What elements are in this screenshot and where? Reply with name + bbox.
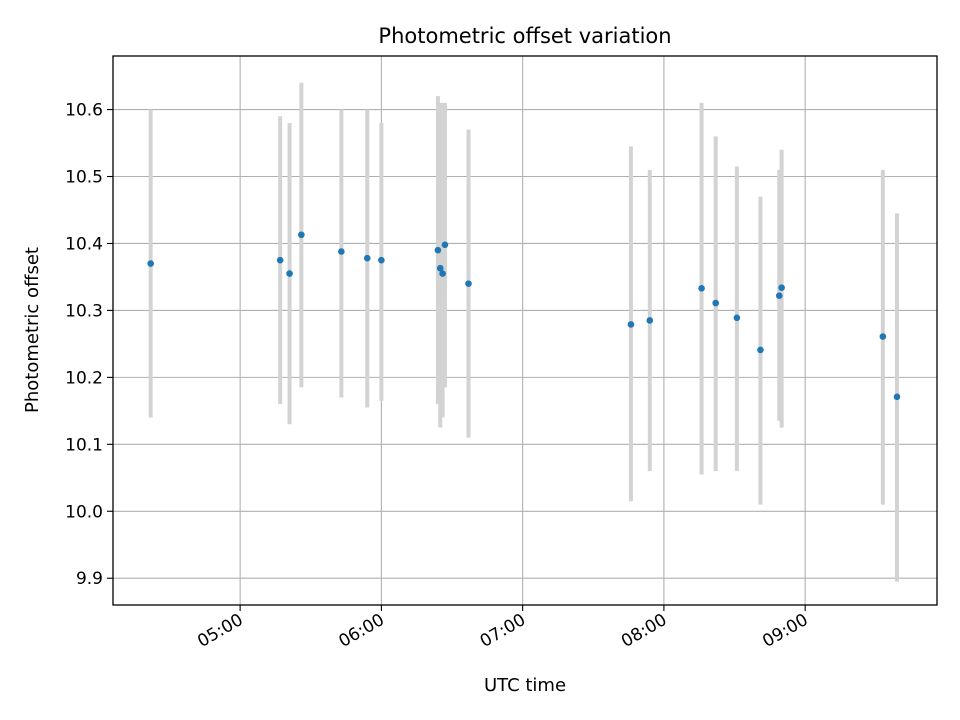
y-axis-title: Photometric offset	[22, 247, 43, 413]
data-point	[733, 314, 741, 322]
data-point	[627, 321, 635, 328]
y-tick-label: 10.6	[65, 101, 103, 121]
y-tick-label: 9.9	[76, 569, 103, 589]
data-point	[757, 346, 764, 354]
plot-frame	[112, 55, 938, 606]
data-point	[778, 284, 785, 291]
data-point	[646, 317, 654, 324]
y-tick-label: 10.0	[65, 502, 103, 522]
data-point	[286, 270, 293, 277]
y-tick-label: 10.5	[65, 168, 103, 188]
data-point	[698, 285, 705, 292]
data-point	[879, 333, 887, 340]
grid	[113, 56, 937, 605]
data-point	[436, 264, 444, 272]
data-point	[775, 292, 783, 299]
data-point	[276, 256, 284, 264]
x-axis-title: UTC time	[484, 675, 566, 696]
chart-title: Photometric offset variation	[378, 24, 671, 48]
data-point	[441, 241, 449, 249]
y-tick-label: 10.2	[65, 368, 103, 388]
data-point	[147, 260, 154, 267]
data-point	[712, 299, 719, 307]
data-point	[893, 393, 901, 401]
data-point	[434, 246, 442, 254]
y-axis: 9.9 10.0 10.1 10.2 10.3 10.4 10.5 10.6	[65, 101, 113, 589]
data-point	[378, 256, 385, 264]
y-tick-label: 10.3	[65, 301, 103, 321]
y-tick-label: 10.1	[65, 435, 103, 455]
data-point	[439, 270, 446, 277]
data-points	[147, 231, 901, 401]
y-tick-label: 10.4	[65, 234, 103, 254]
data-point	[338, 248, 345, 255]
data-point	[465, 280, 472, 287]
data-point	[298, 231, 305, 239]
data-point	[363, 254, 371, 262]
